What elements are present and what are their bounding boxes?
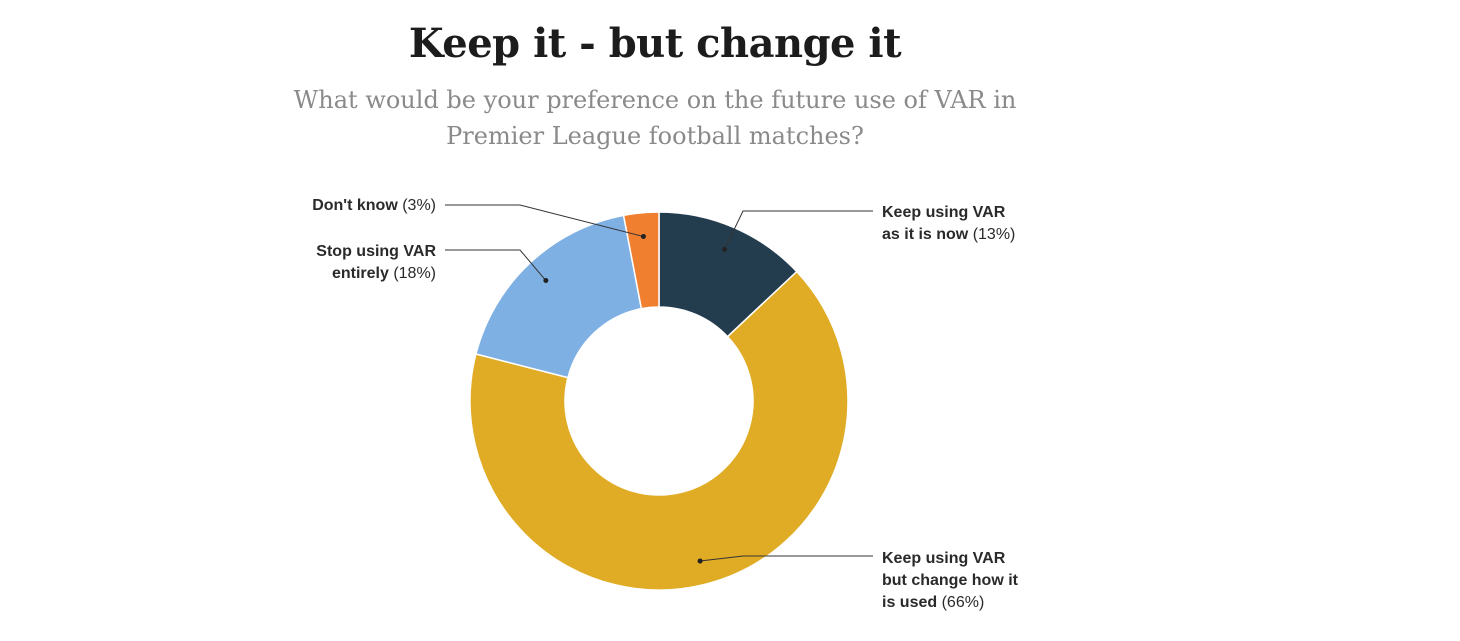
donut-slice-4 <box>622 211 660 310</box>
slice-labels: Keep using VAR as it is now (13%) Keep usi… <box>312 197 1018 611</box>
donut-slices <box>469 211 849 591</box>
chart-subtitle-line-1: What would be your preference on the fut… <box>293 86 1017 114</box>
slice-label-2: Keep using VAR but change how it is used (… <box>882 550 1019 611</box>
leader-line-1 <box>724 210 873 250</box>
donut-slice-3 <box>475 214 643 379</box>
chart-subtitle-line-2: Premier League football matches? <box>446 122 864 150</box>
slice-label-1: Keep using VAR as it is now (13%) <box>882 204 1015 243</box>
leader-dot-3 <box>543 278 549 284</box>
leader-line-4 <box>445 204 644 237</box>
donut-slice-2 <box>469 270 849 591</box>
label-leader-lines <box>445 204 873 564</box>
leader-line-2 <box>700 555 873 562</box>
chart-subtitle: What would be your preference on the fut… <box>0 82 1310 154</box>
leader-line-3 <box>445 249 547 281</box>
slice-label-3: Stop using VAR entirely (18%) <box>316 243 436 282</box>
leader-dot-4 <box>640 233 646 239</box>
leader-dot-1 <box>722 246 728 252</box>
leader-dot-2 <box>697 558 703 564</box>
chart-title: Keep it - but change it <box>408 20 902 67</box>
slice-label-4: Don't know (3%) <box>312 197 436 214</box>
